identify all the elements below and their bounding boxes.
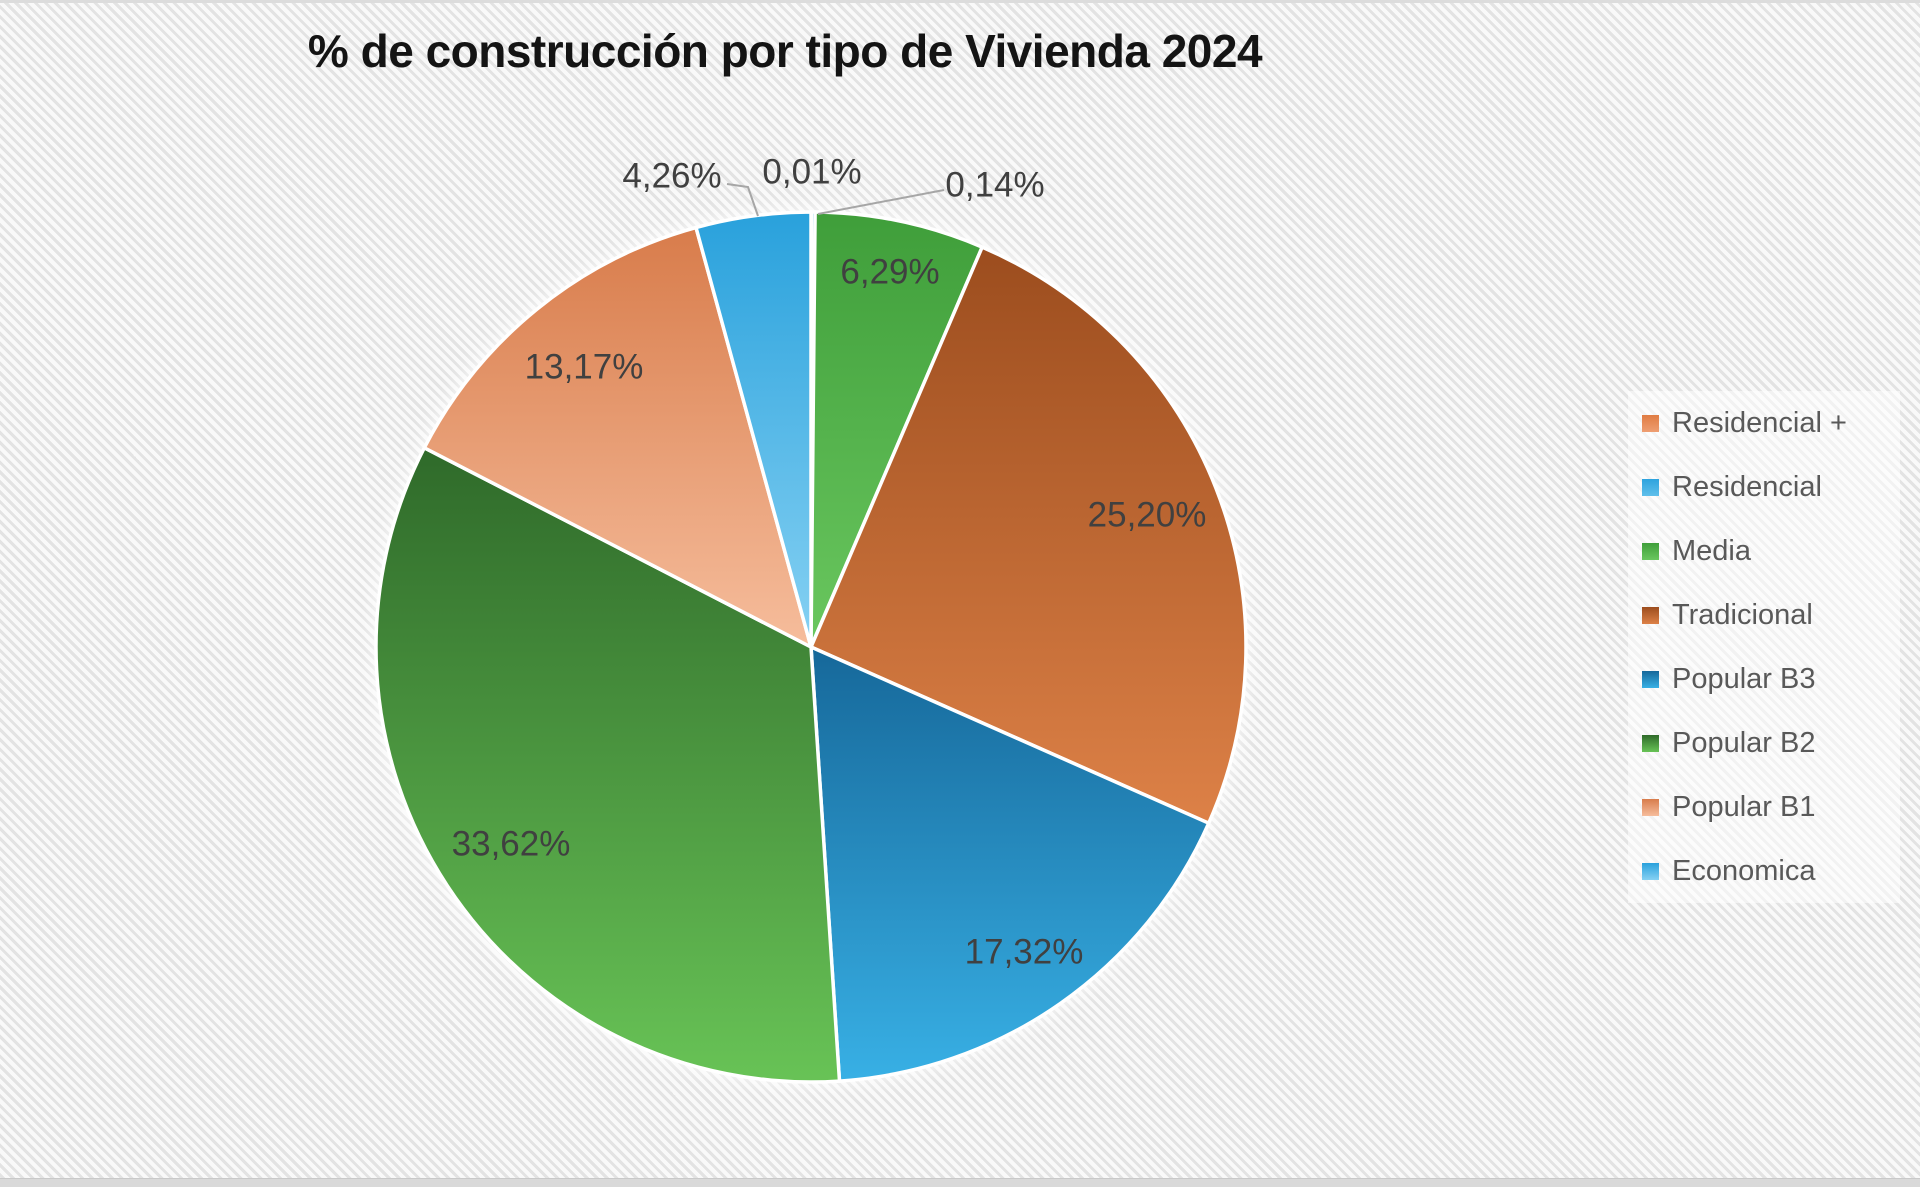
window-bottom-edge: [0, 1178, 1920, 1187]
pie-slice-tradicional[interactable]: [809, 245, 1248, 825]
pie-slice-popular-b2[interactable]: [374, 446, 842, 1084]
window-top-edge: [0, 0, 1920, 3]
legend-label: Tradicional: [1672, 598, 1813, 631]
pie-label-popular-b1: 13,17%: [525, 348, 644, 387]
chart-title: % de construcción por tipo de Vivienda 2…: [307, 25, 1263, 77]
pie-label-media: 6,29%: [840, 253, 939, 292]
legend-item-media[interactable]: Media: [1628, 519, 1900, 583]
pie-label-tradicional: 25,20%: [1088, 496, 1207, 535]
legend-swatch-economica: [1642, 862, 1659, 880]
chart-legend: Residencial + Residencial Media Tradicional…: [1628, 391, 1900, 903]
legend-label: Residencial: [1672, 470, 1822, 503]
legend-swatch-popular-b3: [1642, 670, 1659, 688]
pie-label-popular-b2: 33,62%: [452, 825, 571, 864]
legend-item-residencial[interactable]: Residencial +: [1628, 391, 1900, 455]
legend-swatch-residencial: [1642, 478, 1659, 496]
legend-swatch-residencial: [1642, 414, 1659, 432]
legend-label: Popular B2: [1672, 726, 1816, 759]
legend-swatch-tradicional: [1642, 606, 1659, 624]
legend-item-tradicional[interactable]: Tradicional: [1628, 583, 1900, 647]
pie-slice-economica[interactable]: [694, 210, 813, 649]
legend-swatch-popular-b2: [1642, 734, 1659, 752]
legend-item-popular-b1[interactable]: Popular B1: [1628, 775, 1900, 839]
pie-label-popular-b3: 17,32%: [965, 933, 1084, 972]
legend-swatch-popular-b1: [1642, 798, 1659, 816]
pie-label-residencial: 0,14%: [945, 166, 1044, 205]
legend-item-popular-b3[interactable]: Popular B3: [1628, 647, 1900, 711]
legend-label: Popular B1: [1672, 790, 1816, 823]
pie-slice-popular-b1[interactable]: [422, 225, 813, 649]
pie-slice-popular-b3[interactable]: [809, 645, 1211, 1083]
pie-label-economica: 4,26%: [622, 157, 721, 196]
pie-label-residencial: 0,01%: [762, 153, 861, 192]
legend-item-residencial[interactable]: Residencial: [1628, 455, 1900, 519]
legend-item-popular-b2[interactable]: Popular B2: [1628, 711, 1900, 775]
legend-label: Media: [1672, 534, 1751, 567]
leader-line-residencial: [817, 189, 945, 215]
pie-slice-media[interactable]: [809, 210, 984, 649]
leader-line-economica: [726, 183, 759, 217]
legend-item-economica[interactable]: Economica: [1628, 839, 1900, 903]
legend-swatch-media: [1642, 542, 1659, 560]
legend-label: Residencial +: [1672, 406, 1847, 439]
legend-label: Economica: [1672, 854, 1816, 887]
legend-label: Popular B3: [1672, 662, 1816, 695]
